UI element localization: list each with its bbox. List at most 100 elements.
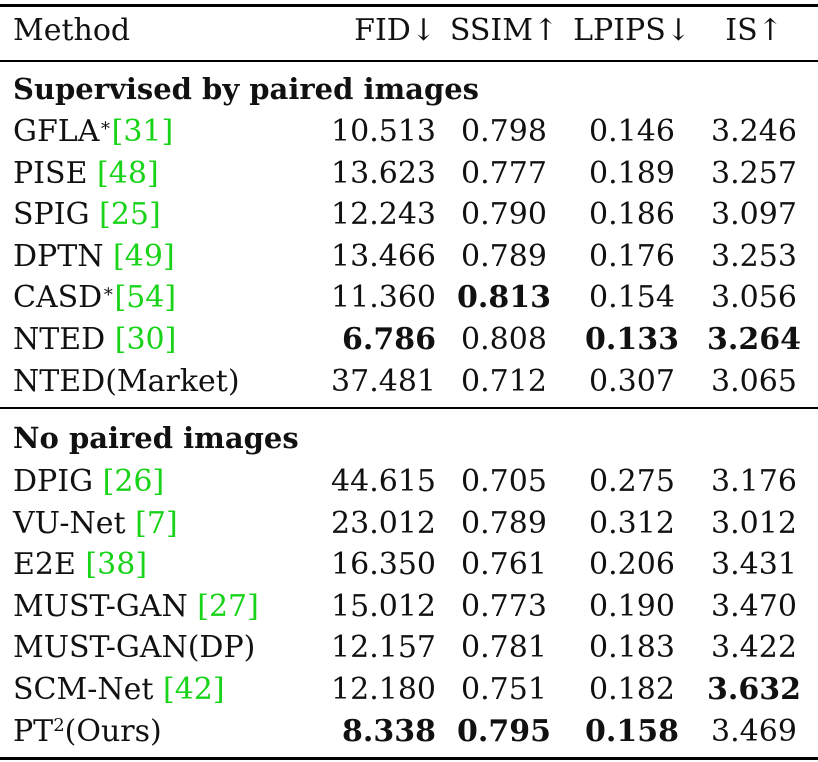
citation-link[interactable]: 54 [126, 280, 165, 316]
table-row: SPIG [25] 12.243 0.790 0.186 3.097 [0, 194, 818, 235]
table-row: VU-Net [7] 23.012 0.789 0.312 3.012 [0, 503, 818, 544]
table-row: SCM-Net [42] 12.180 0.751 0.182 3.632 [0, 669, 818, 710]
ssim-cell: 0.777 [461, 155, 547, 191]
lpips-cell: 0.133 [585, 322, 679, 357]
ssim-cell: 0.808 [461, 322, 547, 357]
ssim-cell: 0.773 [461, 588, 547, 624]
method-mark: ∗ [99, 115, 112, 136]
table-row: NTED [30] 6.786 0.808 0.133 3.264 [0, 319, 818, 360]
citation-link[interactable]: 7 [146, 505, 166, 541]
citation-link[interactable]: 31 [123, 114, 162, 149]
method-cell: MUST-GAN [27] [13, 586, 259, 627]
citation-close: ] [161, 114, 174, 149]
method-cell: E2E [38] [13, 544, 147, 585]
header-row: Method FID↓ SSIM↑ LPIPS↓ IS↑ [0, 10, 818, 51]
citation-open: [ [97, 155, 109, 191]
section-rule [0, 407, 818, 409]
method-name: SPIG [13, 197, 100, 233]
method-cell: VU-Net [7] [13, 503, 178, 544]
lpips-cell: 0.206 [589, 547, 675, 583]
ssim-cell: 0.789 [461, 505, 547, 541]
ssim-cell: 0.790 [461, 197, 547, 233]
table-row: DPTN [49] 13.466 0.789 0.176 3.253 [0, 236, 818, 277]
lpips-cell: 0.176 [589, 238, 675, 274]
is-cell: 3.253 [711, 238, 797, 274]
lpips-cell: 0.190 [589, 588, 675, 624]
bottom-rule [0, 757, 818, 760]
citation-close: ] [165, 505, 178, 541]
is-cell: 3.056 [711, 280, 797, 316]
header-fid: FID↓ [354, 13, 436, 48]
header-rule [0, 60, 818, 62]
fid-cell: 23.012 [331, 505, 436, 541]
ssim-cell: 0.798 [461, 114, 547, 149]
table-row: E2E [38] 16.350 0.761 0.206 3.431 [0, 544, 818, 585]
ssim-cell: 0.751 [461, 672, 547, 707]
table-row: MUST-GAN(DP) 12.157 0.781 0.183 3.422 [0, 627, 818, 668]
method-cell: DPTN [49] [13, 236, 175, 277]
citation-link[interactable]: 30 [126, 322, 165, 357]
fid-cell: 12.157 [331, 630, 436, 666]
fid-cell: 11.360 [331, 280, 436, 316]
ssim-cell: 0.712 [461, 363, 547, 399]
method-name: MUST-GAN [13, 588, 198, 624]
fid-cell: 13.623 [331, 155, 436, 191]
citation-link[interactable]: 49 [124, 238, 163, 274]
citation-close: ] [149, 197, 161, 233]
citation-open: [ [114, 280, 127, 316]
fid-cell: 13.466 [331, 238, 436, 274]
citation-close: ] [146, 155, 159, 191]
is-cell: 3.632 [707, 672, 801, 707]
section-title-unpaired: No paired images [13, 421, 299, 455]
lpips-cell: 0.189 [589, 155, 675, 191]
method-cell: SPIG [25] [13, 194, 161, 235]
citation-link[interactable]: 42 [174, 672, 213, 707]
header-is: IS↑ [725, 13, 783, 48]
citation-open: [ [113, 238, 125, 274]
method-name: DPIG [13, 464, 103, 499]
citation-close: ] [152, 464, 165, 499]
citation-link[interactable]: 25 [110, 197, 149, 233]
lpips-cell: 0.146 [589, 114, 675, 149]
header-ssim: SSIM↑ [449, 13, 559, 48]
citation-close: ] [135, 547, 148, 583]
citation-close: ] [247, 588, 259, 624]
table-row: PT2(Ours) 8.338 0.795 0.158 3.469 [0, 711, 818, 752]
is-cell: 3.065 [711, 363, 797, 399]
citation-link[interactable]: 48 [108, 155, 147, 191]
citation-link[interactable]: 38 [97, 547, 136, 583]
method-name: NTED(Market) [13, 363, 240, 399]
fid-cell: 37.481 [331, 363, 436, 399]
method-name: PISE [13, 155, 98, 191]
ssim-cell: 0.781 [461, 630, 547, 666]
citation-link[interactable]: 27 [208, 588, 248, 624]
method-cell: CASD∗[54] [13, 277, 176, 318]
citation-open: [ [102, 464, 115, 499]
fid-cell: 8.338 [342, 713, 436, 749]
ssim-cell: 0.795 [457, 713, 551, 749]
method-name: GFLA [13, 114, 100, 149]
table-row: DPIG [26] 44.615 0.705 0.275 3.176 [0, 461, 818, 502]
lpips-cell: 0.307 [589, 363, 675, 399]
method-suffix: (Ours) [64, 713, 162, 749]
header-lpips: LPIPS↓ [573, 13, 691, 48]
fid-cell: 12.243 [331, 197, 436, 233]
method-cell: GFLA∗[31] [13, 111, 173, 152]
method-cell: MUST-GAN(DP) [13, 627, 255, 668]
citation-open: [ [162, 672, 175, 707]
method-name: CASD [13, 280, 103, 316]
method-cell: PISE [48] [13, 153, 159, 194]
header-method: Method [13, 13, 131, 48]
fid-cell: 15.012 [331, 588, 436, 624]
method-mark: ∗ [102, 281, 115, 303]
is-cell: 3.012 [711, 505, 797, 541]
citation-open: [ [85, 547, 98, 583]
lpips-cell: 0.158 [585, 713, 679, 749]
citation-open: [ [99, 197, 111, 233]
is-cell: 3.431 [711, 547, 797, 583]
citation-link[interactable]: 26 [114, 464, 153, 499]
is-cell: 3.469 [711, 713, 797, 749]
method-name: E2E [13, 547, 86, 583]
fid-cell: 12.180 [331, 672, 436, 707]
table-row: MUST-GAN [27] 15.012 0.773 0.190 3.470 [0, 586, 818, 627]
